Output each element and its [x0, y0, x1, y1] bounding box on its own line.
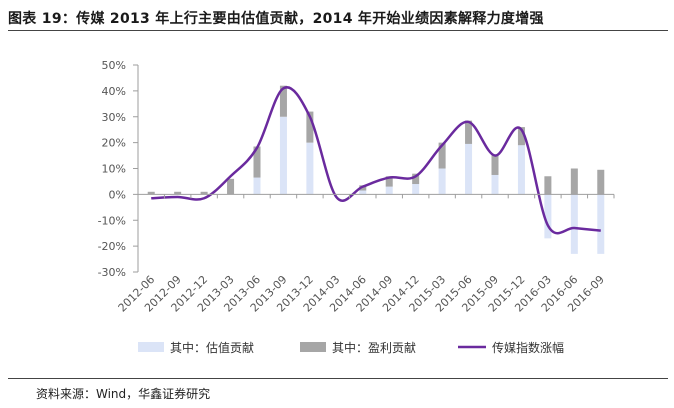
y-tick-label: 40%: [102, 85, 126, 98]
bar-earnings: [200, 191, 208, 195]
legend-swatch-valuation: [138, 342, 164, 352]
bar-valuation: [570, 194, 578, 254]
bar-earnings: [517, 127, 525, 146]
legend: 其中：估值贡献 其中：盈利贡献 传媒指数涨幅: [138, 340, 564, 355]
x-axis: 2012-062012-092012-122013-032013-062013-…: [116, 193, 615, 315]
bar-valuation: [491, 174, 499, 195]
bar-earnings: [385, 176, 393, 187]
bar-valuation: [465, 143, 473, 195]
title-rule: [8, 30, 668, 31]
bar-valuation: [306, 142, 314, 195]
legend-label-index: 传媒指数涨幅: [492, 340, 564, 355]
y-tick-label: 20%: [102, 137, 126, 150]
y-tick-label: 30%: [102, 111, 126, 124]
y-tick-label: 10%: [102, 163, 126, 176]
bar-earnings: [227, 178, 235, 195]
chart-canvas: -30% -20% -10% 0% 10% 20% 30% 40% 50% 2012-06201…: [98, 59, 615, 355]
bar-valuation: [253, 177, 261, 195]
legend-label-earnings: 其中：盈利贡献: [332, 340, 416, 355]
bar-earnings: [174, 191, 182, 195]
line-series: [151, 86, 601, 235]
bar-valuation: [544, 194, 552, 239]
bar-valuation: [359, 190, 367, 195]
y-tick-label: 0%: [109, 188, 126, 201]
bar-valuation: [412, 184, 420, 195]
legend-label-valuation: 其中：估值贡献: [170, 340, 254, 355]
bar-earnings: [491, 154, 499, 175]
y-tick-label: -30%: [98, 266, 126, 279]
bar-earnings: [306, 111, 314, 143]
bar-series: [147, 85, 605, 254]
bar-earnings: [438, 142, 446, 169]
bar-valuation: [597, 194, 605, 254]
bar-valuation: [385, 186, 393, 195]
bar-earnings: [597, 169, 605, 195]
bar-earnings: [147, 191, 155, 195]
y-tick-label: 50%: [102, 59, 126, 72]
bar-earnings: [412, 173, 420, 185]
bar-earnings: [253, 146, 261, 178]
y-tick-label: -10%: [98, 214, 126, 227]
bar-earnings: [465, 120, 473, 144]
chart-title: 图表 19：传媒 2013 年上行主要由估值贡献，2014 年开始业绩因素解释力…: [8, 11, 544, 27]
y-tick-label: -20%: [98, 240, 126, 253]
bar-earnings: [570, 168, 578, 195]
index-line: [151, 86, 601, 235]
bar-valuation: [517, 145, 525, 195]
bar-earnings: [279, 85, 287, 117]
bar-earnings: [544, 176, 552, 195]
bar-valuation: [438, 168, 446, 195]
source-rule: [8, 378, 668, 379]
source-note: 资料来源：Wind，华鑫证券研究: [36, 387, 211, 401]
legend-swatch-earnings: [300, 342, 326, 352]
y-axis: -30% -20% -10% 0% 10% 20% 30% 40% 50%: [98, 59, 139, 279]
bar-valuation: [279, 116, 287, 195]
